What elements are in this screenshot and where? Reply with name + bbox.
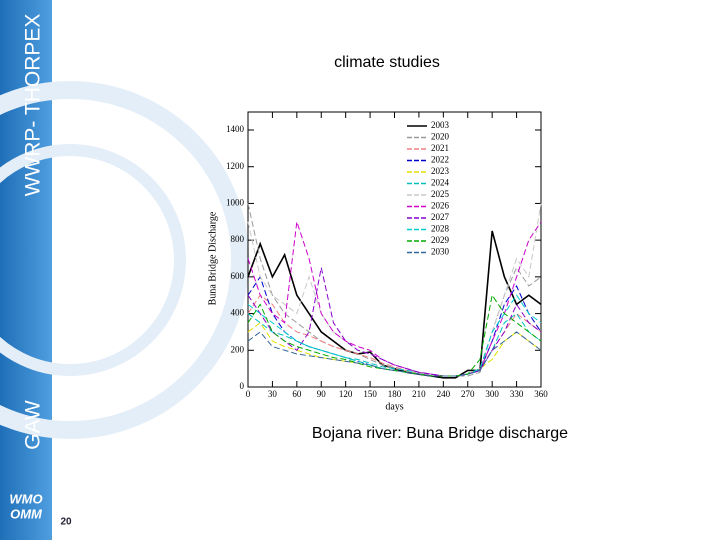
series-line xyxy=(247,267,542,377)
series-line xyxy=(247,331,542,377)
y-axis-label: Buna Bridge Discharge xyxy=(207,211,218,305)
y-tick-label: 0 xyxy=(240,381,245,391)
x-tick-label: 270 xyxy=(461,389,475,399)
globe-decoration xyxy=(0,81,249,439)
legend-label: 2024 xyxy=(431,178,450,188)
globe-decoration xyxy=(0,144,186,376)
y-tick-label: 1400 xyxy=(226,124,245,134)
chart: 0 200 400 600 800 1000 1200 1400 0 30 60 90 120 150 18… xyxy=(207,111,548,412)
series-line xyxy=(247,203,542,377)
legend-label: 2026 xyxy=(431,201,450,211)
series-line xyxy=(247,230,542,379)
x-tick-label: 180 xyxy=(388,389,402,399)
x-tick-label: 240 xyxy=(437,389,451,399)
y-tick-label: 400 xyxy=(231,308,245,318)
page-number: 20 xyxy=(60,517,72,528)
legend-label: 2021 xyxy=(431,143,449,153)
x-tick-label: 210 xyxy=(412,389,426,399)
sidebar-label: GAW xyxy=(22,400,45,450)
legend-label: 2020 xyxy=(431,132,450,142)
series-line xyxy=(247,203,542,377)
series-line xyxy=(247,294,542,377)
y-tick-label: 800 xyxy=(231,234,245,244)
x-tick-label: 60 xyxy=(292,389,302,399)
legend-label: 2030 xyxy=(431,247,450,257)
series-line xyxy=(247,221,542,377)
legend-label: 2022 xyxy=(431,155,449,165)
legend-box xyxy=(404,117,460,263)
x-tick-label: 120 xyxy=(339,389,353,399)
y-tick-label: 200 xyxy=(231,344,245,354)
sidebar-title: WWRP- THORPEX xyxy=(22,14,45,197)
legend-label: 2028 xyxy=(431,224,450,234)
x-tick-label: 90 xyxy=(317,389,327,399)
legend-label: 2027 xyxy=(431,212,450,222)
x-tick-label: 300 xyxy=(485,389,499,399)
legend-label: 2003 xyxy=(431,120,450,130)
slide-title: climate studies xyxy=(334,54,440,71)
series-line xyxy=(247,312,542,377)
x-tick-label: 0 xyxy=(246,389,251,399)
x-tick-label: 150 xyxy=(363,389,377,399)
logo-text: OMM xyxy=(10,506,43,521)
legend-label: 2025 xyxy=(431,189,450,199)
legend-label: 2023 xyxy=(431,166,450,176)
caption: Bojana river: Buna Bridge discharge xyxy=(312,425,568,442)
series-line xyxy=(247,275,542,377)
y-tick-label: 600 xyxy=(231,271,245,281)
series-line xyxy=(247,293,542,377)
x-tick-label: 330 xyxy=(510,389,524,399)
y-tick-label: 1200 xyxy=(226,161,245,171)
x-axis-label: days xyxy=(385,401,403,412)
x-tick-label: 360 xyxy=(534,389,548,399)
y-tick-label: 1000 xyxy=(226,197,245,207)
series-line xyxy=(247,294,542,377)
logo-text: WMO xyxy=(9,491,42,506)
x-tick-label: 30 xyxy=(268,389,278,399)
legend-label: 2029 xyxy=(431,235,450,245)
